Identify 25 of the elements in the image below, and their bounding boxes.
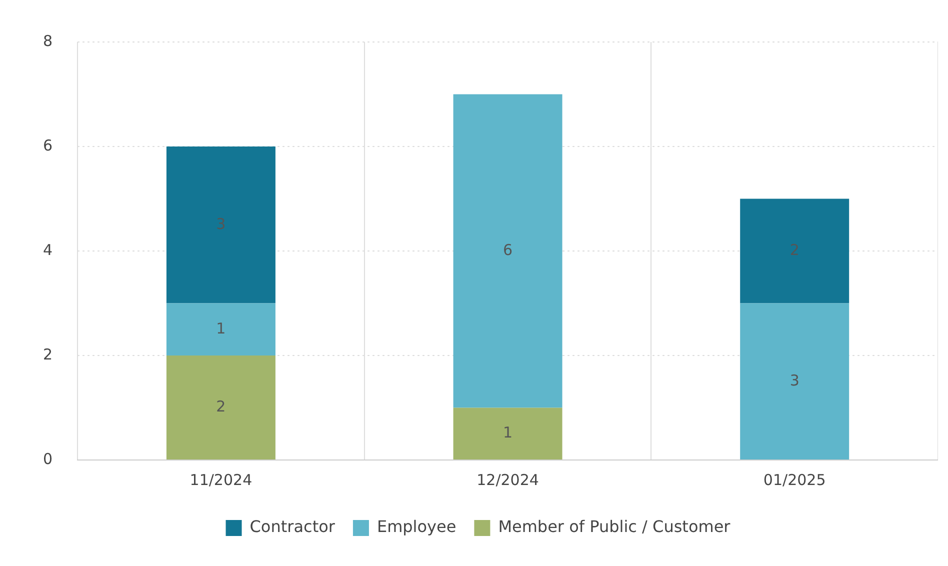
data-label: 3 [216,214,226,233]
bar [166,146,276,304]
bar [453,94,562,408]
y-tick-label: 4 [42,240,53,259]
y-tick-label: 8 [42,32,53,50]
legend-label: Member of Public / Customer [498,517,731,536]
x-tick-label: 11/2024 [190,470,252,489]
y-tick-label: 0 [42,450,53,468]
data-label: 1 [216,319,226,338]
legend-label: Contractor [250,517,336,536]
bar [166,303,276,356]
x-tick-label: 01/2025 [763,470,826,489]
y-tick-label: 6 [42,136,53,154]
bar [453,408,562,460]
bar [740,303,850,460]
x-tick-label: 12/2024 [476,470,539,489]
data-label: 2 [790,240,800,259]
bar [166,356,276,460]
legend-label: Employee [376,517,456,536]
data-label: 1 [503,424,513,442]
y-tick-label: 2 [42,345,53,364]
bar [740,198,850,304]
data-label: 6 [503,240,513,259]
data-label: 2 [216,397,226,416]
data-label: 3 [790,371,800,390]
